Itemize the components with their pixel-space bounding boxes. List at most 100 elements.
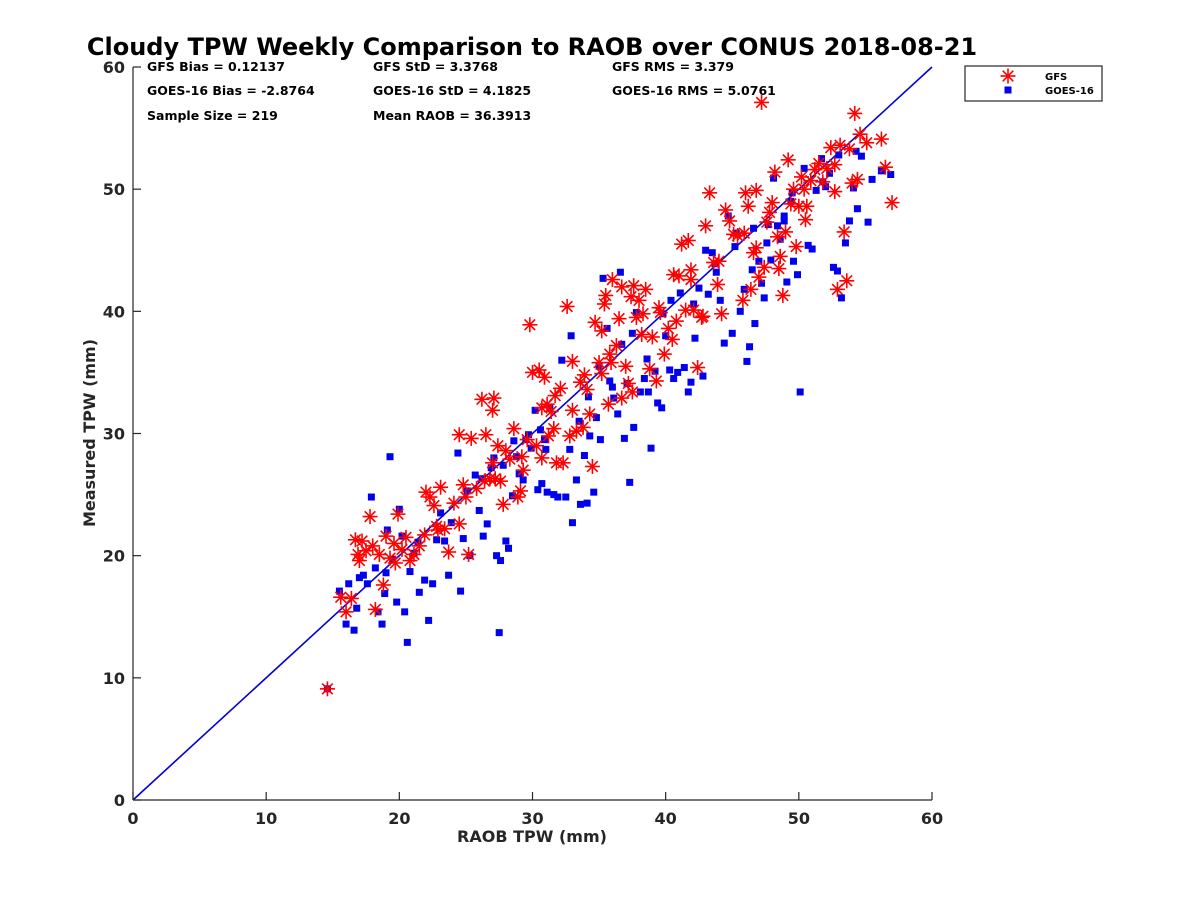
goes16-point: [386, 453, 394, 461]
goes16-point: [437, 509, 445, 517]
goes16-point: [383, 526, 391, 534]
goes16-point: [475, 506, 483, 514]
gfs-point: [666, 267, 682, 283]
goes16-point: [445, 571, 453, 579]
gfs-point: [668, 313, 684, 329]
goes16-point: [817, 155, 825, 163]
gfs-point: [477, 473, 493, 489]
legend-label-goes-16: GOES-16: [1045, 86, 1094, 97]
goes16-point: [841, 239, 849, 247]
gfs-point: [827, 157, 843, 173]
gfs-point: [594, 366, 610, 382]
goes16-point: [680, 364, 688, 372]
goes16-point: [572, 476, 580, 484]
goes16-point: [608, 383, 616, 391]
gfs-point: [515, 462, 531, 478]
goes16-point: [736, 307, 744, 315]
goes16-point: [543, 488, 551, 496]
x-tick-label: 0: [127, 809, 138, 828]
goes16-point: [712, 268, 720, 276]
goes16-point: [887, 171, 895, 179]
goes16-point: [699, 372, 707, 380]
goes16-point: [835, 151, 843, 159]
gfs-point: [426, 498, 442, 514]
gfs-point: [799, 198, 815, 214]
goes16-point: [770, 174, 778, 182]
goes16-point: [643, 355, 651, 363]
gfs-point: [522, 317, 538, 333]
x-axis-label: RAOB TPW (mm): [457, 827, 607, 846]
gfs-point: [319, 681, 335, 697]
gfs-point: [759, 214, 775, 230]
goes16-point: [790, 257, 798, 265]
goes16-point: [403, 638, 411, 646]
goes16-point: [558, 356, 566, 364]
goes16-point: [676, 289, 684, 297]
gfs-point: [631, 292, 647, 308]
goes16-point: [566, 445, 574, 453]
goes16-point: [748, 266, 756, 274]
gfs-point: [338, 604, 354, 620]
gfs-point: [474, 391, 490, 407]
gfs-point: [362, 509, 378, 525]
goes16-point: [592, 414, 600, 422]
goes16-point: [493, 552, 501, 560]
goes16-point: [852, 147, 860, 155]
goes16-point: [704, 290, 712, 298]
goes16-rms-text: GOES-16 RMS = 5.0761: [612, 83, 776, 98]
goes16-point: [457, 587, 465, 595]
gfs-point: [547, 388, 563, 404]
gfs-point: [543, 404, 559, 420]
gfs-point: [604, 272, 620, 288]
goes16-point: [825, 169, 833, 177]
goes16-point: [812, 186, 820, 194]
goes16-point: [751, 320, 759, 328]
goes16-point: [708, 249, 716, 257]
gfs-point: [859, 135, 875, 151]
goes16-point: [821, 183, 829, 191]
goes16-point: [783, 278, 791, 286]
gfs-point: [495, 496, 511, 512]
gfs-point: [598, 287, 614, 303]
gfs-point: [648, 373, 664, 389]
goes16-point: [670, 375, 678, 383]
goes16-point: [794, 271, 802, 279]
goes16-point: [483, 520, 491, 528]
gfs-point: [485, 402, 501, 418]
gfs-point: [394, 542, 410, 558]
x-tick-label: 50: [788, 809, 810, 828]
gfs-point: [877, 159, 893, 175]
goes16-point: [495, 629, 503, 637]
goes16-point: [414, 538, 422, 546]
goes16-point: [382, 569, 390, 577]
gfs-point: [829, 281, 845, 297]
gfs-point: [698, 218, 714, 234]
gfs-point: [651, 300, 667, 316]
goes16-point: [763, 239, 771, 247]
gfs-point: [690, 360, 706, 376]
gfs-point: [587, 314, 603, 330]
goes16-point: [808, 245, 816, 253]
x-tick-label: 40: [655, 809, 677, 828]
gfs-point: [664, 331, 680, 347]
goes16-point: [510, 437, 518, 445]
goes16-point: [499, 461, 507, 469]
goes16-point: [568, 519, 576, 527]
legend-goes16-marker: [1004, 86, 1012, 94]
gfs-point: [748, 182, 764, 198]
goes16-point: [760, 294, 768, 302]
gfs-point: [540, 428, 556, 444]
gfs-point: [506, 421, 522, 437]
gfs-point: [387, 555, 403, 571]
gfs-point: [847, 105, 863, 121]
gfs-point: [490, 438, 506, 454]
goes16-point: [554, 493, 562, 501]
goes16-point: [536, 426, 544, 434]
gfs-point: [635, 306, 651, 322]
goes16-point: [596, 436, 604, 444]
gfs-point: [736, 225, 752, 241]
gfs-point: [767, 164, 783, 180]
gfs-point: [714, 306, 730, 322]
goes16-point: [550, 491, 558, 499]
